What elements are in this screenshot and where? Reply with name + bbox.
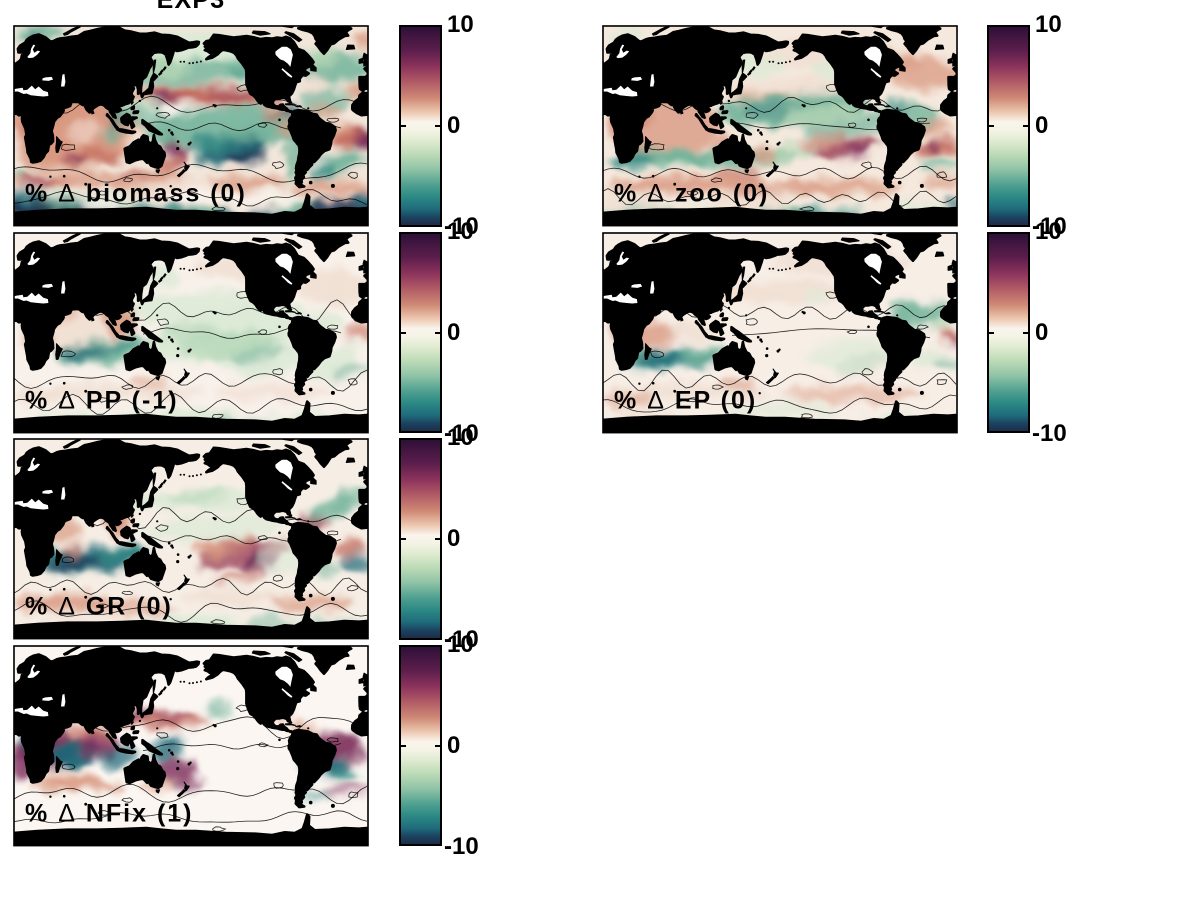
svg-text:% Δ GR (0): % Δ GR (0) xyxy=(25,593,173,621)
svg-text:% Δ zoo (0): % Δ zoo (0) xyxy=(614,180,769,208)
svg-text:% Δ PP (-1): % Δ PP (-1) xyxy=(25,386,179,414)
svg-text:% Δ biomass (0): % Δ biomass (0) xyxy=(25,180,247,208)
svg-text:% Δ NFix (1): % Δ NFix (1) xyxy=(25,799,194,827)
svg-text:% Δ EP (0): % Δ EP (0) xyxy=(614,386,757,414)
